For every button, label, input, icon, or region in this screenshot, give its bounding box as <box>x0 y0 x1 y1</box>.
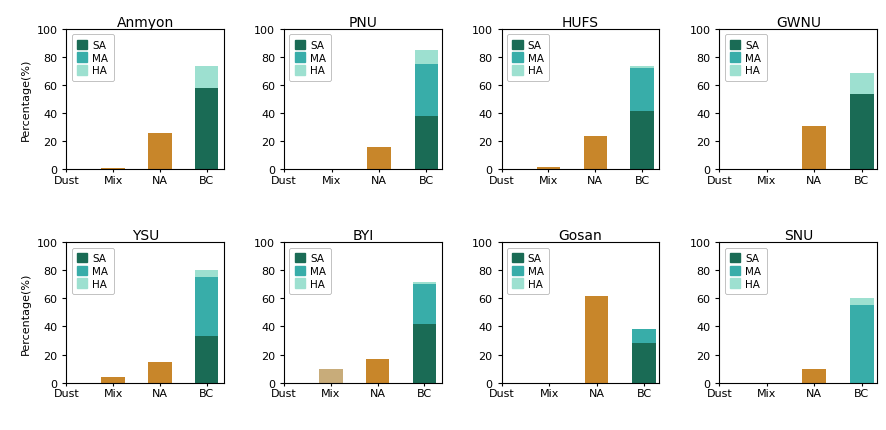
Legend: SA, MA, HA: SA, MA, HA <box>72 248 113 294</box>
Title: YSU: YSU <box>132 229 159 243</box>
Bar <box>413 324 436 383</box>
Title: HUFS: HUFS <box>562 16 599 30</box>
Legend: SA, MA, HA: SA, MA, HA <box>290 35 331 82</box>
Title: BYI: BYI <box>353 229 374 243</box>
Title: Anmyon: Anmyon <box>117 16 174 30</box>
Bar <box>148 362 172 383</box>
Bar <box>850 299 874 306</box>
Bar <box>413 285 436 324</box>
Bar <box>630 67 654 69</box>
Bar <box>585 296 609 383</box>
Bar <box>195 89 218 170</box>
Legend: SA, MA, HA: SA, MA, HA <box>725 35 766 82</box>
Bar <box>102 169 125 170</box>
Bar <box>415 117 439 170</box>
Bar <box>803 369 826 383</box>
Bar <box>195 278 218 337</box>
Title: Gosan: Gosan <box>559 229 602 243</box>
Y-axis label: Percentage(%): Percentage(%) <box>21 272 31 354</box>
Bar <box>415 51 439 65</box>
Bar <box>850 95 874 170</box>
Legend: SA, MA, HA: SA, MA, HA <box>290 248 331 294</box>
Bar <box>537 167 560 170</box>
Legend: SA, MA, HA: SA, MA, HA <box>507 248 549 294</box>
Bar <box>850 74 874 95</box>
Bar <box>413 282 436 285</box>
Bar <box>195 67 218 89</box>
Legend: SA, MA, HA: SA, MA, HA <box>72 35 113 82</box>
Bar <box>195 337 218 383</box>
Bar <box>102 377 125 383</box>
Bar <box>633 329 656 344</box>
Legend: SA, MA, HA: SA, MA, HA <box>725 248 766 294</box>
Title: PNU: PNU <box>348 16 377 30</box>
Bar <box>148 134 172 170</box>
Bar <box>803 127 826 170</box>
Bar <box>630 111 654 170</box>
Legend: SA, MA, HA: SA, MA, HA <box>507 35 549 82</box>
Bar <box>633 344 656 383</box>
Bar <box>319 369 343 383</box>
Y-axis label: Percentage(%): Percentage(%) <box>21 59 31 141</box>
Bar <box>630 69 654 111</box>
Bar <box>366 359 389 383</box>
Bar <box>415 65 439 117</box>
Bar <box>584 136 607 170</box>
Bar <box>195 271 218 278</box>
Title: GWNU: GWNU <box>776 16 820 30</box>
Bar <box>850 306 874 383</box>
Bar <box>367 147 391 170</box>
Title: SNU: SNU <box>783 229 812 243</box>
